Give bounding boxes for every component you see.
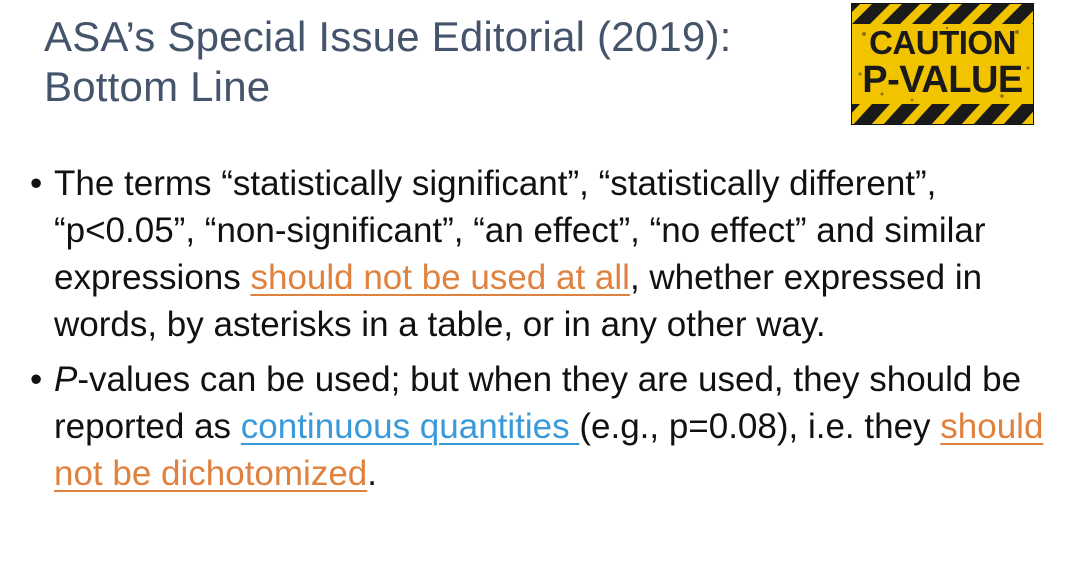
link-should-not-be-dichotomized[interactable]: should not be dichotomized: [54, 407, 1044, 493]
bullet-1-text-before: The terms “statistically significant”, “…: [54, 164, 986, 297]
badge-p-value-text: P-VALUE: [862, 59, 1023, 101]
bullet-item-p-values: • P-values can be used; but when they ar…: [30, 356, 1060, 497]
link-continuous-quantities[interactable]: continuous quantities: [240, 407, 580, 446]
bullet-2-italic-p: P: [54, 360, 78, 399]
bullet-dot: •: [30, 360, 43, 399]
bullet-2-text-part-2: (e.g., p=0.08), i.e. they: [579, 407, 941, 446]
bullet-item-terms: • The terms “statistically significant”,…: [30, 160, 1060, 348]
caution-tape-graphic: [852, 4, 1033, 124]
bullet-2-text-part-3: .: [367, 454, 377, 493]
slide-title-line-2: Bottom Line: [44, 63, 271, 110]
bullet-dot: •: [30, 164, 43, 203]
bullet-1-text-after: , whether expressed in words, by asteris…: [54, 258, 983, 344]
bullet-list: • The terms “statistically significant”,…: [30, 160, 1060, 505]
slide-title: ASA’s Special Issue Editorial (2019): Bo…: [44, 12, 824, 112]
caution-p-value-badge: CAUTION P-VALUE: [851, 3, 1034, 125]
bullet-2-text-part-1: -values can be used; but when they are u…: [54, 360, 1022, 446]
slide-title-line-1: ASA’s Special Issue Editorial (2019):: [44, 13, 732, 60]
badge-caution-text: CAUTION: [869, 24, 1016, 61]
link-should-not-be-used-at-all[interactable]: should not be used at all: [250, 258, 630, 297]
